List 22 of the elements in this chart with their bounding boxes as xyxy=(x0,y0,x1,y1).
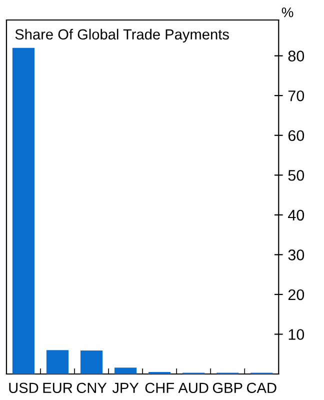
x-tick-label: USD xyxy=(9,382,38,394)
x-tick-label: GBP xyxy=(212,382,242,394)
bar xyxy=(114,368,137,374)
bar xyxy=(46,350,69,374)
y-axis-title: % xyxy=(282,7,294,18)
x-tick-label: AUD xyxy=(178,382,208,394)
y-tick-label: 50 xyxy=(288,170,304,181)
text: Share Of Global Trade Payments xyxy=(15,28,229,42)
x-tick-label: CNY xyxy=(76,382,107,394)
x-tick-label: JPY xyxy=(112,382,139,394)
bar xyxy=(80,350,103,374)
x-tick-label: CAD xyxy=(246,382,276,394)
y-tick-label: 20 xyxy=(288,289,304,300)
bar xyxy=(12,48,35,374)
y-tick-label: 30 xyxy=(288,250,304,260)
x-tick-label: CHF xyxy=(145,382,174,394)
x-tick-label: EUR xyxy=(43,382,72,394)
y-tick-label: 60 xyxy=(288,130,304,142)
y-tick-label: 40 xyxy=(288,210,304,221)
y-tick-label: 10 xyxy=(288,329,304,340)
y-tick-label: 80 xyxy=(288,50,304,62)
y-tick-label: 70 xyxy=(288,90,304,102)
